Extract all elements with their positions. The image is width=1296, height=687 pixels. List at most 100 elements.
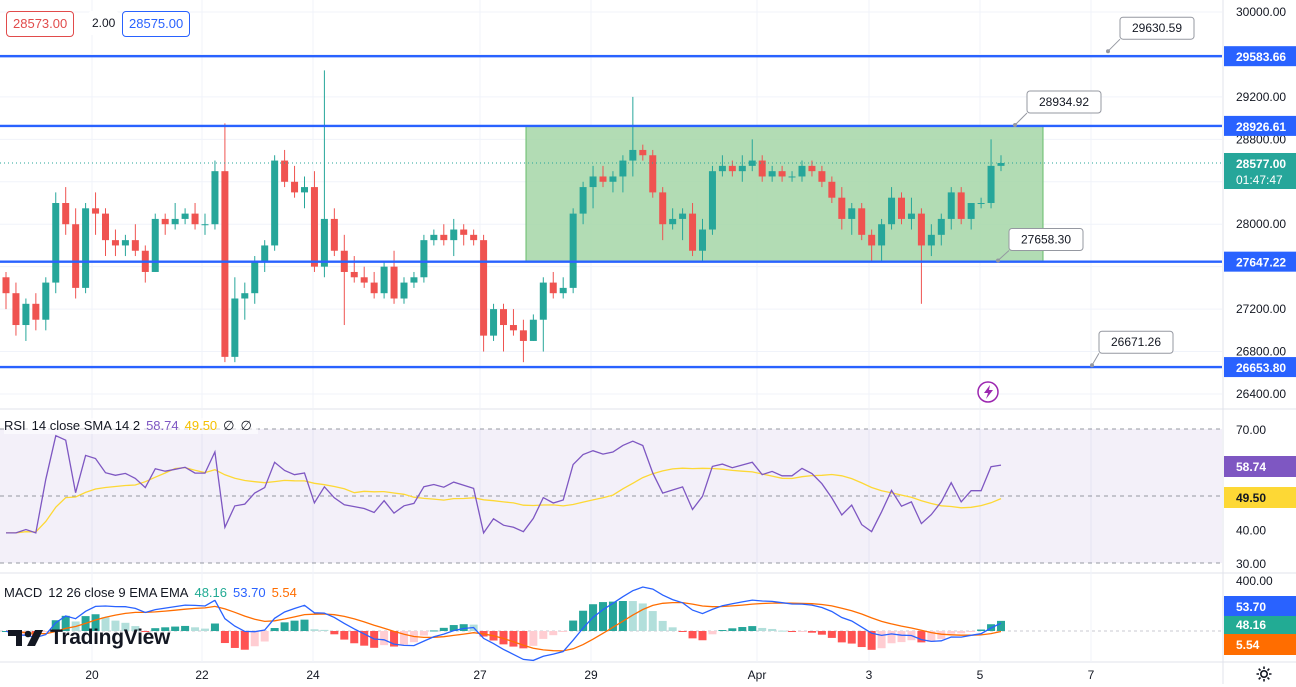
candle-body[interactable] (758, 160, 766, 177)
candle-body[interactable] (898, 197, 905, 219)
candle-body[interactable] (639, 149, 647, 156)
macd-signal-line[interactable] (5, 601, 1002, 652)
candle-body[interactable] (420, 240, 428, 278)
candle-body[interactable] (241, 293, 249, 299)
candle-body[interactable] (828, 181, 836, 198)
candle-body[interactable] (778, 171, 786, 177)
callout-box[interactable] (1008, 227, 1084, 251)
bid-price[interactable]: 28573.00 (6, 11, 75, 37)
candle-body[interactable] (181, 213, 189, 219)
candle-body[interactable] (102, 213, 109, 241)
candle-body[interactable] (967, 203, 975, 219)
candle-body[interactable] (72, 224, 80, 288)
range-box[interactable] (525, 125, 1044, 263)
candle-body[interactable] (370, 282, 378, 294)
candle-body[interactable] (868, 234, 876, 246)
candle-body[interactable] (718, 165, 726, 172)
candle-body[interactable] (708, 171, 716, 230)
candle-body[interactable] (380, 266, 388, 294)
candle-body[interactable] (768, 171, 776, 177)
candle-body[interactable] (669, 218, 677, 225)
candle-body[interactable] (430, 234, 438, 241)
candle-body[interactable] (350, 271, 358, 278)
gear-icon[interactable] (1254, 664, 1274, 684)
callout-box[interactable] (1026, 90, 1102, 114)
candle-body[interactable] (310, 187, 318, 267)
candle-body[interactable] (131, 240, 139, 251)
candle-body[interactable] (440, 234, 448, 241)
candle-body[interactable] (500, 309, 507, 326)
candle-body[interactable] (111, 240, 119, 246)
candle-body[interactable] (480, 240, 488, 336)
candle-body[interactable] (629, 149, 637, 161)
candle-body[interactable] (161, 218, 169, 225)
candle-body[interactable] (320, 218, 328, 267)
candle-body[interactable] (609, 176, 617, 182)
candle-body[interactable] (937, 218, 945, 235)
candle-body[interactable] (12, 293, 20, 326)
candle-body[interactable] (291, 181, 299, 193)
macd-line[interactable] (5, 586, 1002, 662)
candle-body[interactable] (818, 171, 826, 182)
candle-body[interactable] (659, 192, 667, 225)
candle-body[interactable] (22, 303, 30, 326)
candle-body[interactable] (878, 224, 886, 246)
candle-body[interactable] (997, 162, 1005, 166)
candle-body[interactable] (509, 325, 517, 331)
candle-body[interactable] (301, 187, 308, 193)
candle-body[interactable] (539, 282, 547, 320)
candle-body[interactable] (360, 277, 368, 283)
rsi-legend[interactable]: RSI 14 close SMA 14 2 58.74 49.50 ∅ ∅ (4, 418, 258, 434)
candle-body[interactable] (490, 309, 498, 336)
candle-body[interactable] (211, 171, 219, 225)
candle-body[interactable] (579, 187, 587, 214)
candle-body[interactable] (231, 298, 239, 357)
candle-body[interactable] (82, 208, 90, 288)
candle-body[interactable] (888, 197, 896, 225)
macd-legend[interactable]: MACD 12 26 close 9 EMA EMA 48.16 53.70 5.54 (4, 585, 303, 600)
candle-body[interactable] (798, 165, 806, 177)
candle-body[interactable] (42, 282, 50, 320)
candle-body[interactable] (330, 218, 338, 251)
candle-body[interactable] (788, 176, 796, 178)
candle-body[interactable] (569, 213, 577, 288)
candle-body[interactable] (689, 213, 697, 251)
candle-body[interactable] (917, 213, 925, 246)
candle-body[interactable] (559, 287, 567, 294)
candle-body[interactable] (151, 218, 159, 272)
candle-body[interactable] (62, 203, 70, 225)
candle-body[interactable] (728, 165, 736, 172)
candle-body[interactable] (450, 229, 458, 241)
candle-body[interactable] (738, 165, 746, 172)
rsi-pane[interactable] (0, 410, 1222, 572)
candle-body[interactable] (271, 160, 279, 246)
candle-body[interactable] (410, 277, 418, 283)
candle-body[interactable] (907, 213, 915, 219)
candle-body[interactable] (121, 240, 129, 246)
candle-body[interactable] (699, 229, 706, 251)
candle-body[interactable] (927, 234, 935, 246)
candle-body[interactable] (281, 160, 289, 182)
candle-body[interactable] (529, 319, 537, 341)
candle-body[interactable] (599, 176, 607, 182)
rsi-line[interactable] (6, 434, 1002, 535)
candle-body[interactable] (390, 266, 398, 299)
time-axis[interactable]: 20 22 24 27 29 Apr 3 5 7 (85, 668, 1094, 682)
tradingview-logo[interactable]: TradingView (6, 623, 170, 653)
callout-box[interactable] (1119, 16, 1195, 40)
candle-body[interactable] (400, 282, 408, 299)
candle-body[interactable] (221, 171, 229, 357)
candle-body[interactable] (460, 229, 468, 235)
candle-body[interactable] (261, 245, 269, 262)
candle-body[interactable] (947, 192, 955, 219)
candle-body[interactable] (957, 192, 965, 219)
candle-body[interactable] (519, 330, 527, 341)
candle-body[interactable] (649, 155, 657, 193)
candle-body[interactable] (201, 224, 209, 226)
candle-body[interactable] (52, 203, 60, 283)
candle-body[interactable] (838, 197, 846, 219)
candle-body[interactable] (191, 213, 199, 225)
candle-body[interactable] (619, 160, 627, 177)
